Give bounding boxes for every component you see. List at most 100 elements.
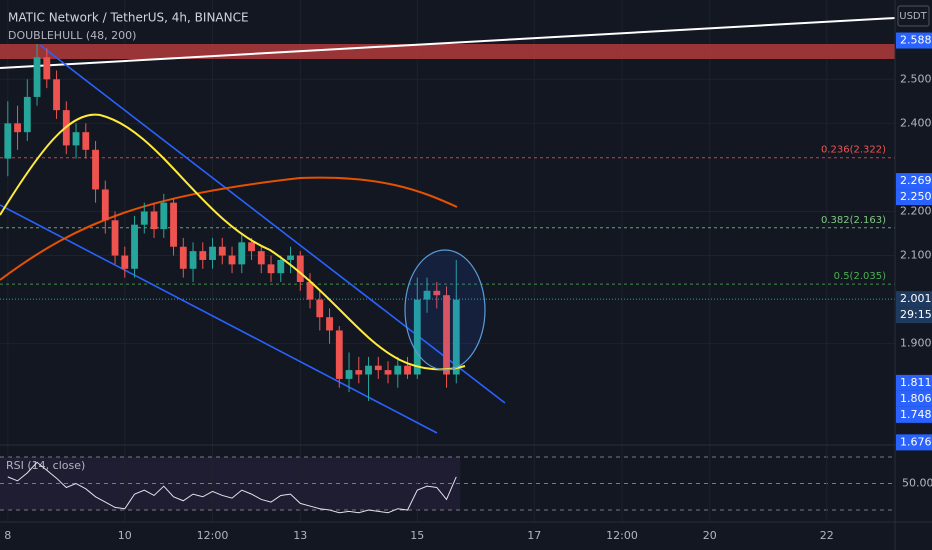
candle-body [101,189,109,221]
y-tick-label: 2.500 [900,72,932,85]
candle-body [423,290,431,300]
candle-body [326,317,333,331]
candle-body [150,211,158,230]
y-tick-label: 1.900 [900,337,932,350]
countdown: 29:15 [900,308,932,321]
x-tick-label: 15 [410,529,424,542]
candle-body [43,57,51,80]
candle-body [53,79,60,111]
y-tick-label: 2.100 [900,249,932,262]
candle-body [82,132,90,150]
channel-upper [39,44,506,404]
candle-body [404,365,411,375]
candle-body [277,259,285,274]
candle-body [335,330,343,379]
candle-body [287,255,294,260]
rsi-tick-label: 50.00 [902,477,932,490]
candle-body [248,242,255,252]
candle-body [238,242,246,265]
fib-label: 0.5(2.035) [834,271,886,282]
trend-line [0,17,896,69]
price-badge [896,390,932,407]
candle-body [121,255,129,269]
price-badge [896,32,932,49]
candle-body [170,202,177,247]
candle-body [452,299,460,375]
candle-body [394,365,402,375]
candle-body [23,96,31,133]
candle-body [189,251,197,269]
time-axis [0,522,932,550]
candle-body [443,295,450,375]
candle-body [140,211,148,225]
candle-body [72,132,80,146]
currency-box[interactable] [897,5,930,27]
candle-body [209,246,216,260]
candle-body [131,224,138,269]
fib-label: 0.382(2.163) [821,215,886,226]
candle-body [384,370,392,375]
price-badge-label: 1.676 [900,435,932,448]
candle-body [179,246,187,269]
candle-body [199,251,207,260]
candle-body [355,370,363,375]
rsi-line [7,461,457,514]
candle-body [228,255,236,265]
price-badge [896,374,932,391]
indicator-label: DOUBLEHULL (48, 200) [8,29,136,42]
candle-body [14,123,21,133]
candle-body [267,264,275,274]
currency[interactable]: USDT [899,11,927,22]
x-tick-label: 8 [4,529,11,542]
x-tick-label: 12:00 [606,529,638,542]
candles [4,44,460,401]
x-tick-label: 20 [703,529,717,542]
y-tick-label: 2.400 [900,116,932,129]
candle-body [413,299,421,375]
candle-body [4,123,12,159]
grid [0,0,895,522]
price-badge-label: 1.811 [900,376,932,389]
x-tick-label: 10 [118,529,132,542]
price-badge-label: 2.250 [900,190,932,203]
rsi-title: RSI (14, close) [6,459,85,472]
candle-body [111,220,119,256]
countdown-badge [896,307,932,324]
x-tick-label: 12:00 [197,529,229,542]
x-tick-label: 17 [527,529,541,542]
highlight-ellipse [404,249,486,371]
candle-body [316,299,324,318]
candle-body [160,202,168,230]
y-tick-label: 2.200 [900,204,932,217]
candle-body [374,365,382,371]
candle-body [92,149,99,190]
price-badge [896,189,932,206]
resistance-zone [0,44,895,59]
candle-body [218,246,226,256]
fib-label: 0.236(2.322) [821,145,886,156]
price-badge-label: 2.001 [900,292,932,305]
x-tick-label: 22 [820,529,834,542]
candle-body [365,365,372,375]
candle-body [433,290,441,296]
slow-hull [0,176,458,281]
price-badge [896,173,932,190]
candle-body [306,281,314,300]
price-badge [896,406,932,423]
price-badge [896,434,932,451]
price-badge-label: 1.806 [900,392,932,405]
chart-title: MATIC Network / TetherUS, 4h, BINANCE [8,11,249,25]
price-badge-label: 2.588 [900,34,932,47]
candle-body [296,255,304,282]
price-badge-label: 2.269 [900,174,932,187]
candle-body [33,57,41,97]
price-badge-label: 1.748 [900,408,932,421]
channel-lower [0,204,438,434]
x-tick-label: 13 [293,529,307,542]
candle-body [345,370,353,379]
fast-hull [0,113,466,371]
candle-body [257,251,265,265]
price-badge [896,291,932,308]
